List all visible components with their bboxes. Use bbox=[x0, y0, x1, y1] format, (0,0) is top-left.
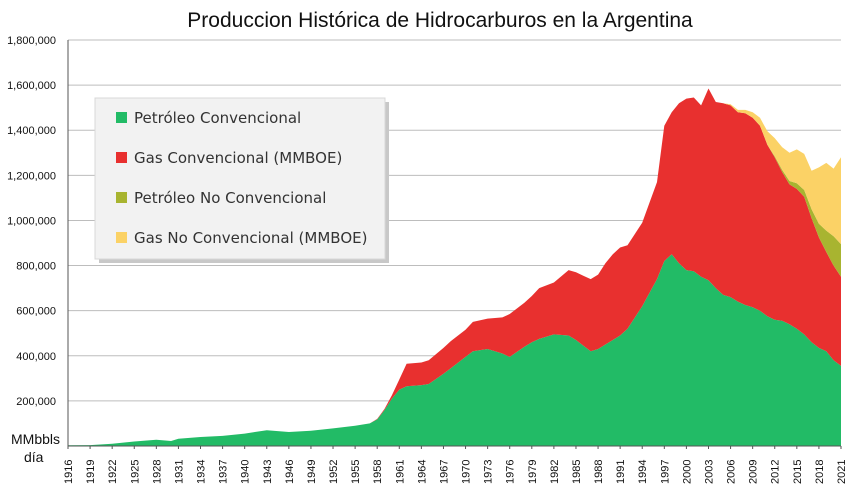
x-tick-label: 1958 bbox=[372, 460, 384, 484]
x-tick-label: 1988 bbox=[593, 460, 605, 484]
legend-label-gas-no-convencional: Gas No Convencional (MMBOE) bbox=[134, 229, 367, 247]
y-axis-ticks: 1,800,000 1,600,000 1,400,000 1,200,000 1,00… bbox=[7, 35, 56, 408]
y-axis-unit-label-line1: MMbbls bbox=[11, 431, 60, 447]
x-tick-label: 1970 bbox=[461, 460, 473, 484]
legend-swatch-gas-convencional bbox=[116, 152, 127, 163]
x-tick-label: 2018 bbox=[814, 460, 826, 484]
x-tick-label: 1949 bbox=[306, 460, 318, 484]
x-tick-label: 2006 bbox=[726, 460, 738, 484]
x-tick-label: 1934 bbox=[196, 460, 208, 484]
legend-swatch-petroleo-convencional bbox=[116, 112, 127, 123]
legend-label-petroleo-no-convencional: Petróleo No Convencional bbox=[134, 189, 326, 207]
x-tick-label: 1922 bbox=[107, 460, 119, 484]
legend-swatch-gas-no-convencional bbox=[116, 232, 127, 243]
stacked-areas bbox=[68, 88, 841, 446]
x-tick-label: 1985 bbox=[571, 460, 583, 484]
x-tick-label: 1931 bbox=[173, 460, 185, 484]
legend-swatch-petroleo-no-convencional bbox=[116, 192, 127, 203]
x-tick-label: 2015 bbox=[792, 460, 804, 484]
x-tick-label: 1946 bbox=[284, 460, 296, 484]
x-tick-label: 2012 bbox=[770, 460, 782, 484]
x-axis-ticks: 1916 1919 1922 1925 1928 1931 1934 1937 1940 1943… bbox=[63, 446, 848, 484]
x-tick-label: 2000 bbox=[681, 460, 693, 484]
x-tick-label: 1928 bbox=[151, 460, 163, 484]
legend-box bbox=[94, 97, 386, 260]
y-tick-label: 1,400,000 bbox=[7, 125, 56, 137]
area-petroleo-convencional bbox=[68, 254, 841, 446]
y-tick-label: 1,800,000 bbox=[7, 35, 56, 47]
x-tick-label: 1991 bbox=[615, 460, 627, 484]
x-tick-label: 1925 bbox=[129, 460, 141, 484]
legend: Petróleo Convencional Gas Convencional (… bbox=[94, 97, 389, 263]
x-tick-label: 2003 bbox=[703, 460, 715, 484]
x-tick-label: 1967 bbox=[438, 460, 450, 484]
x-tick-label: 2009 bbox=[748, 460, 760, 484]
x-tick-label: 1994 bbox=[637, 460, 649, 484]
area-gas-convencional-mmboe bbox=[68, 88, 841, 446]
y-tick-label: 1,200,000 bbox=[7, 170, 56, 182]
x-tick-label: 1982 bbox=[549, 460, 561, 484]
x-tick-label: 1973 bbox=[483, 460, 495, 484]
x-tick-label: 1937 bbox=[218, 460, 230, 484]
y-tick-label: 1,600,000 bbox=[7, 80, 56, 92]
x-tick-label: 2021 bbox=[836, 460, 848, 484]
chart-title: Produccion Histórica de Hidrocarburos en… bbox=[187, 9, 693, 32]
y-tick-label: 1,000,000 bbox=[7, 215, 56, 227]
x-tick-label: 1961 bbox=[394, 460, 406, 484]
x-tick-label: 1976 bbox=[505, 460, 517, 484]
x-tick-label: 1997 bbox=[659, 460, 671, 484]
x-tick-label: 1943 bbox=[262, 460, 274, 484]
x-tick-label: 1919 bbox=[85, 460, 97, 484]
y-axis-unit-label-line2: día bbox=[24, 449, 44, 465]
x-tick-label: 1964 bbox=[416, 460, 428, 484]
x-tick-label: 1952 bbox=[328, 460, 340, 484]
y-tick-label: 200,000 bbox=[16, 396, 56, 408]
legend-label-gas-convencional: Gas Convencional (MMBOE) bbox=[134, 149, 342, 167]
y-tick-label: 600,000 bbox=[16, 306, 56, 318]
x-tick-label: 1955 bbox=[350, 460, 362, 484]
y-tick-label: 400,000 bbox=[16, 351, 56, 363]
x-tick-label: 1916 bbox=[63, 460, 75, 484]
y-tick-label: 800,000 bbox=[16, 261, 56, 273]
x-tick-label: 1979 bbox=[527, 460, 539, 484]
x-tick-label: 1940 bbox=[240, 460, 252, 484]
legend-label-petroleo-convencional: Petróleo Convencional bbox=[134, 109, 301, 127]
